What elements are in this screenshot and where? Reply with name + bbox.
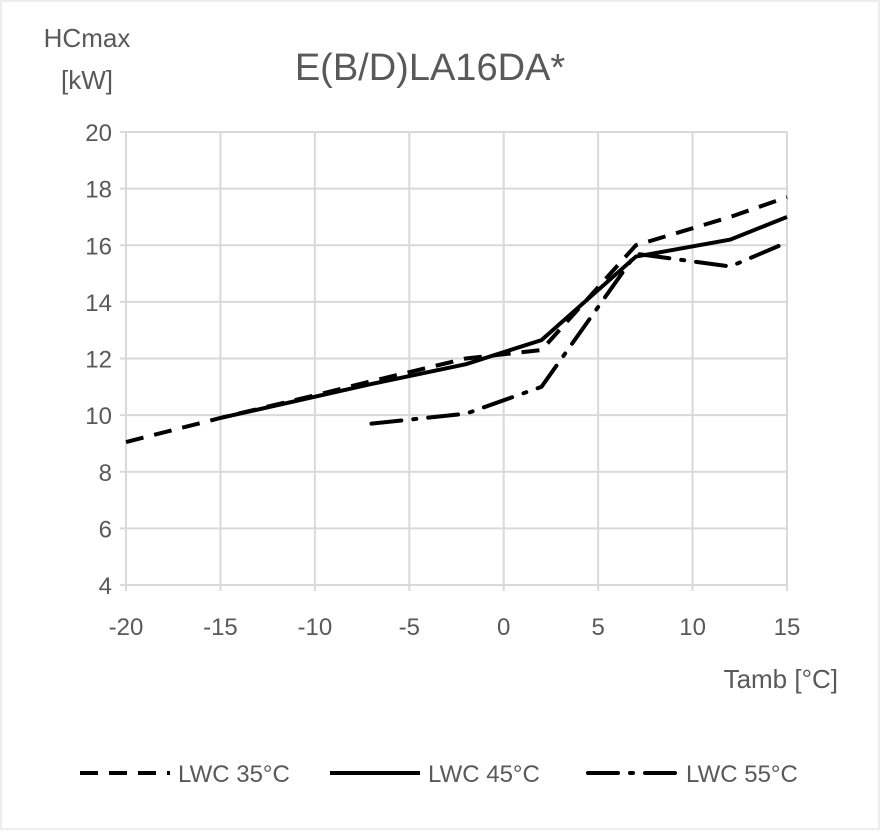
series-line-solid <box>219 215 788 420</box>
y-tick-label: 10 <box>85 403 112 430</box>
legend-label: LWC 55°C <box>686 761 798 788</box>
y-tick-label: 4 <box>99 573 112 600</box>
x-tick-label: 5 <box>591 614 604 641</box>
y-tick-label: 20 <box>85 120 112 147</box>
x-tick-label: 0 <box>497 614 510 641</box>
x-tick-label: -5 <box>399 614 420 641</box>
y-tick-label: 6 <box>99 516 112 543</box>
y-axis-label-line1: HCmax <box>44 23 131 53</box>
legend-label: LWC 35°C <box>178 761 290 788</box>
chart-title: E(B/D)LA16DA* <box>295 47 566 89</box>
x-tick-label: -15 <box>203 614 238 641</box>
y-tick-label: 12 <box>85 347 112 374</box>
x-tick-label: -10 <box>298 614 333 641</box>
y-tick-label: 14 <box>85 290 112 317</box>
x-tick-label: 10 <box>679 614 706 641</box>
series-line-dashdot <box>369 240 789 426</box>
y-tick-label: 8 <box>99 460 112 487</box>
y-tick-label: 18 <box>85 177 112 204</box>
x-tick-label: -20 <box>109 614 144 641</box>
legend-label: LWC 45°C <box>428 761 540 788</box>
x-tick-label: 15 <box>774 614 801 641</box>
x-axis-label: Tamb [°C] <box>724 664 838 694</box>
y-tick-label: 16 <box>85 233 112 260</box>
y-axis-label-line2: [kW] <box>61 65 113 95</box>
